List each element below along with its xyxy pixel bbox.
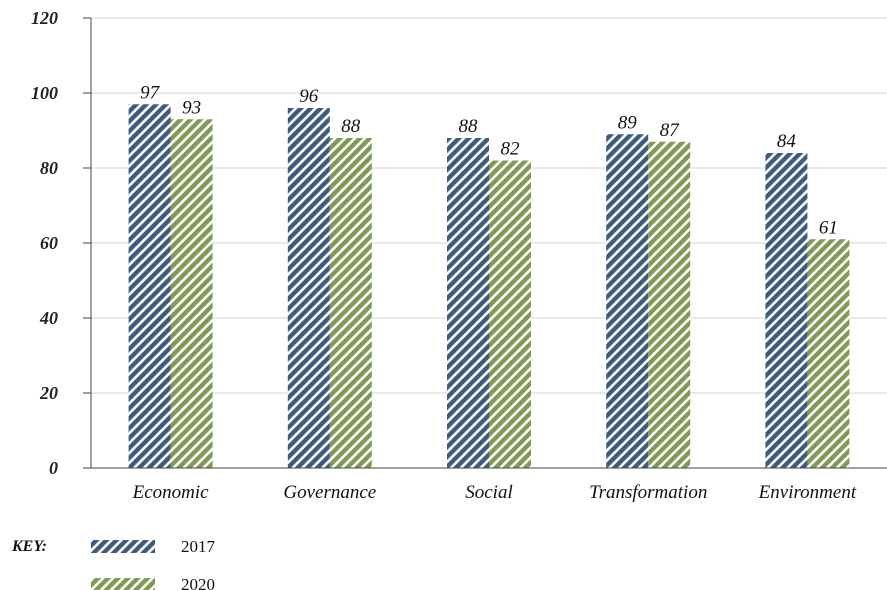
legend-swatch-2020 <box>91 578 155 590</box>
data-label-2017: 89 <box>618 112 638 133</box>
legend-label-2017: 2017 <box>181 537 216 556</box>
bar-2020 <box>648 141 691 468</box>
x-category-label: Transformation <box>589 482 707 503</box>
bar-2020 <box>807 239 850 468</box>
y-tick-label: 60 <box>40 233 58 253</box>
y-tick-label: 120 <box>31 8 58 28</box>
y-tick-label: 20 <box>39 383 58 403</box>
y-tick-label: 100 <box>31 83 58 103</box>
data-label-2020: 82 <box>501 139 521 160</box>
data-label-2020: 88 <box>341 116 361 137</box>
legend-swatch-2017 <box>91 540 155 553</box>
data-label-2017: 96 <box>299 86 319 107</box>
x-category-label: Environment <box>758 482 857 503</box>
x-category-label: Economic <box>132 482 210 503</box>
bar-2017 <box>606 134 649 468</box>
data-label-2017: 88 <box>459 116 479 137</box>
data-label-2017: 97 <box>140 82 161 103</box>
bar-2020 <box>329 138 372 468</box>
data-label-2020: 93 <box>182 97 201 118</box>
data-label-2017: 84 <box>777 131 797 152</box>
legend-label-2020: 2020 <box>181 575 215 590</box>
legend-title: KEY: <box>11 538 47 555</box>
data-label-2020: 87 <box>660 120 681 141</box>
bar-2017 <box>765 153 808 468</box>
y-tick-label: 40 <box>39 308 58 328</box>
y-tick-label: 80 <box>40 158 58 178</box>
x-axis-category-labels: Economic Governance Social Transformation En… <box>132 482 857 503</box>
y-tick-label: 0 <box>49 458 58 478</box>
x-category-label: Governance <box>283 482 376 503</box>
bar-2017 <box>447 138 489 468</box>
y-axis-ticks: 0 20 40 60 80 100 120 <box>31 8 91 478</box>
bar-2017 <box>128 104 171 468</box>
x-category-label: Social <box>465 482 513 503</box>
bar-2017 <box>287 108 330 468</box>
data-labels: 97 93 96 88 88 82 89 87 84 61 <box>140 82 838 238</box>
bars <box>128 104 850 468</box>
data-label-2020: 61 <box>819 217 838 238</box>
bar-2020 <box>170 119 213 468</box>
bar-2020 <box>489 160 531 468</box>
legend: KEY: 2017 2020 <box>11 537 216 590</box>
